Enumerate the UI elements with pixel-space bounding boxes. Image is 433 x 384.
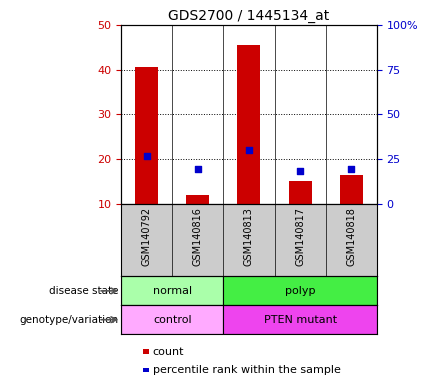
Title: GDS2700 / 1445134_at: GDS2700 / 1445134_at [168, 8, 330, 23]
Point [297, 168, 304, 174]
Bar [237, 45, 261, 204]
Text: GSM140816: GSM140816 [193, 207, 203, 266]
Text: percentile rank within the sample: percentile rank within the sample [153, 365, 341, 375]
Bar [121, 276, 223, 305]
Text: polyp: polyp [285, 286, 315, 296]
Bar [223, 305, 377, 334]
Point [348, 166, 355, 172]
Text: disease state: disease state [49, 286, 119, 296]
Bar [339, 174, 363, 204]
Text: GSM140792: GSM140792 [142, 207, 152, 266]
Point [194, 166, 201, 172]
Bar [288, 181, 312, 204]
Text: normal: normal [153, 286, 192, 296]
Text: count: count [153, 346, 184, 357]
Bar [186, 195, 210, 204]
Text: genotype/variation: genotype/variation [19, 314, 119, 325]
Bar [223, 276, 377, 305]
Text: GSM140813: GSM140813 [244, 207, 254, 266]
Text: control: control [153, 314, 192, 325]
Text: GSM140818: GSM140818 [346, 207, 356, 266]
Point [246, 147, 252, 153]
Point [143, 153, 150, 159]
Bar [121, 305, 223, 334]
Bar [135, 67, 158, 204]
Text: GSM140817: GSM140817 [295, 207, 305, 266]
Text: PTEN mutant: PTEN mutant [264, 314, 336, 325]
